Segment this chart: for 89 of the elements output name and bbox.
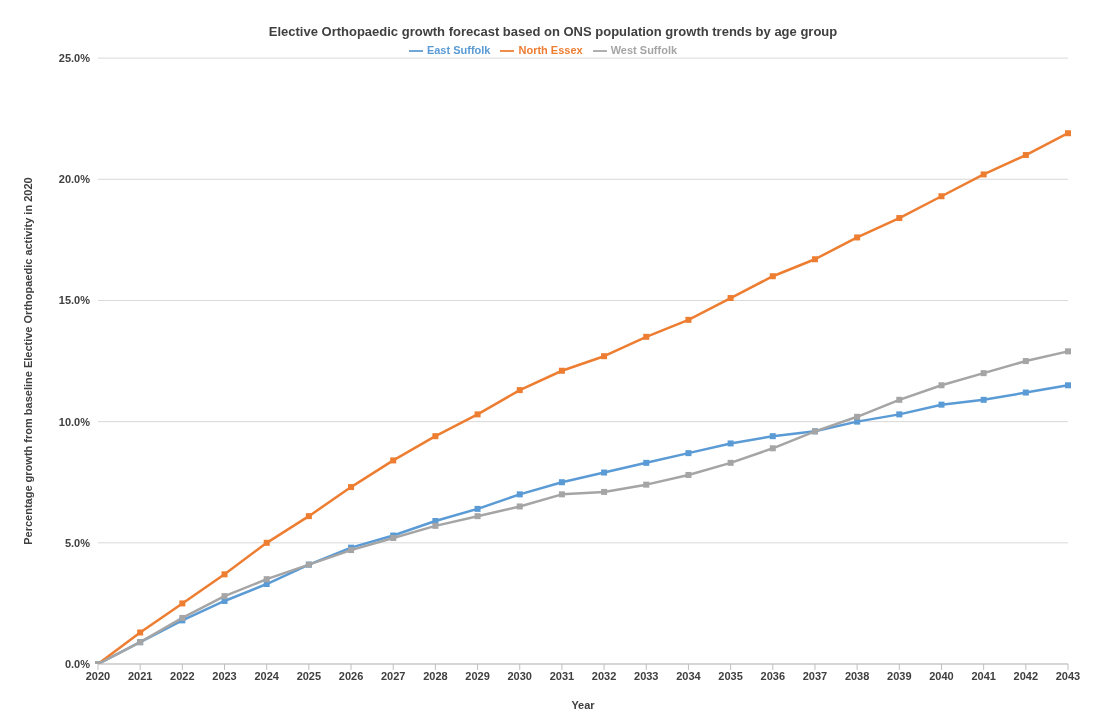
point — [938, 382, 945, 389]
point — [643, 333, 650, 340]
legend-label: West Suffolk — [610, 44, 678, 56]
y-tick-label: 0.0% — [64, 657, 91, 670]
legend-label: North Essex — [518, 44, 583, 56]
x-tick-label: 2036 — [760, 669, 786, 682]
point — [601, 488, 608, 495]
x-tick-label: 2040 — [929, 669, 954, 682]
point — [474, 411, 481, 418]
y-tick-label: 25.0% — [58, 52, 91, 64]
x-tick-label: 2030 — [507, 669, 532, 682]
x-tick-label: 2020 — [85, 669, 111, 682]
y-tick-label: 5.0% — [64, 536, 91, 549]
x-tick-label: 2027 — [380, 669, 406, 682]
point — [980, 370, 987, 377]
point — [938, 401, 945, 408]
point — [1022, 152, 1029, 159]
y-tick-label: 10.0% — [58, 415, 91, 428]
point — [601, 353, 608, 360]
x-tick-label: 2026 — [338, 669, 364, 682]
x-tick-label: 2039 — [887, 669, 912, 682]
point — [727, 440, 734, 447]
point — [896, 215, 903, 222]
point — [980, 396, 987, 403]
point — [1022, 358, 1029, 365]
point — [516, 491, 523, 498]
x-tick-label: 2031 — [549, 669, 575, 682]
point — [769, 273, 776, 280]
point — [854, 234, 861, 241]
point — [179, 600, 186, 607]
point — [305, 513, 312, 520]
x-tick-label: 2038 — [844, 669, 870, 682]
x-axis-title: Year — [571, 699, 596, 711]
point — [558, 479, 565, 486]
point — [432, 522, 439, 529]
point — [558, 367, 565, 374]
point — [896, 396, 903, 403]
x-tick-label: 2037 — [802, 669, 828, 682]
point — [1065, 348, 1071, 355]
x-tick-label: 2023 — [212, 669, 237, 682]
x-tick-label: 2043 — [1055, 669, 1081, 682]
point — [643, 459, 650, 466]
chart-title: Elective Orthopaedic growth forecast based on ONS population growth trends by age group — [267, 23, 839, 39]
x-tick-label: 2034 — [676, 669, 702, 682]
x-tick-label: 2033 — [634, 669, 659, 682]
point — [811, 256, 818, 263]
point — [854, 413, 861, 420]
x-tick-label: 2025 — [296, 669, 322, 682]
x-tick-label: 2021 — [127, 669, 153, 682]
x-tick-label: 2035 — [718, 669, 743, 682]
point — [980, 171, 987, 178]
point — [516, 503, 523, 510]
x-tick-label: 2022 — [170, 669, 195, 682]
point — [769, 433, 776, 440]
x-tick-label: 2032 — [591, 669, 617, 682]
point — [516, 387, 523, 394]
x-tick-label: 2028 — [423, 669, 448, 682]
legend-label: East Suffolk — [426, 44, 491, 56]
point — [769, 445, 776, 452]
point — [685, 450, 692, 457]
point — [474, 513, 481, 520]
x-tick-label: 2041 — [971, 669, 996, 682]
point — [685, 316, 692, 323]
y-tick-label: 20.0% — [58, 173, 91, 186]
point — [263, 576, 270, 583]
point — [1022, 389, 1029, 396]
point — [938, 193, 945, 200]
point — [263, 539, 270, 546]
point — [601, 469, 608, 476]
x-tick-label: 2029 — [465, 669, 490, 682]
y-tick-label: 15.0% — [58, 294, 91, 307]
point — [558, 491, 565, 498]
point — [685, 471, 692, 478]
point — [221, 571, 228, 578]
x-tick-label: 2042 — [1013, 669, 1039, 682]
point — [137, 629, 144, 636]
point — [643, 481, 650, 488]
point — [1065, 382, 1071, 389]
point — [1065, 130, 1071, 137]
point — [896, 411, 903, 418]
point — [474, 505, 481, 512]
point — [390, 457, 397, 464]
y-axis-title: Percentage growth from baseline Elective Orthopaedic activity in 2020 — [21, 177, 34, 545]
x-tick-label: 2024 — [254, 669, 280, 682]
point — [348, 484, 355, 491]
point — [221, 593, 228, 600]
point — [727, 295, 734, 302]
point — [727, 459, 734, 466]
point — [432, 433, 439, 440]
